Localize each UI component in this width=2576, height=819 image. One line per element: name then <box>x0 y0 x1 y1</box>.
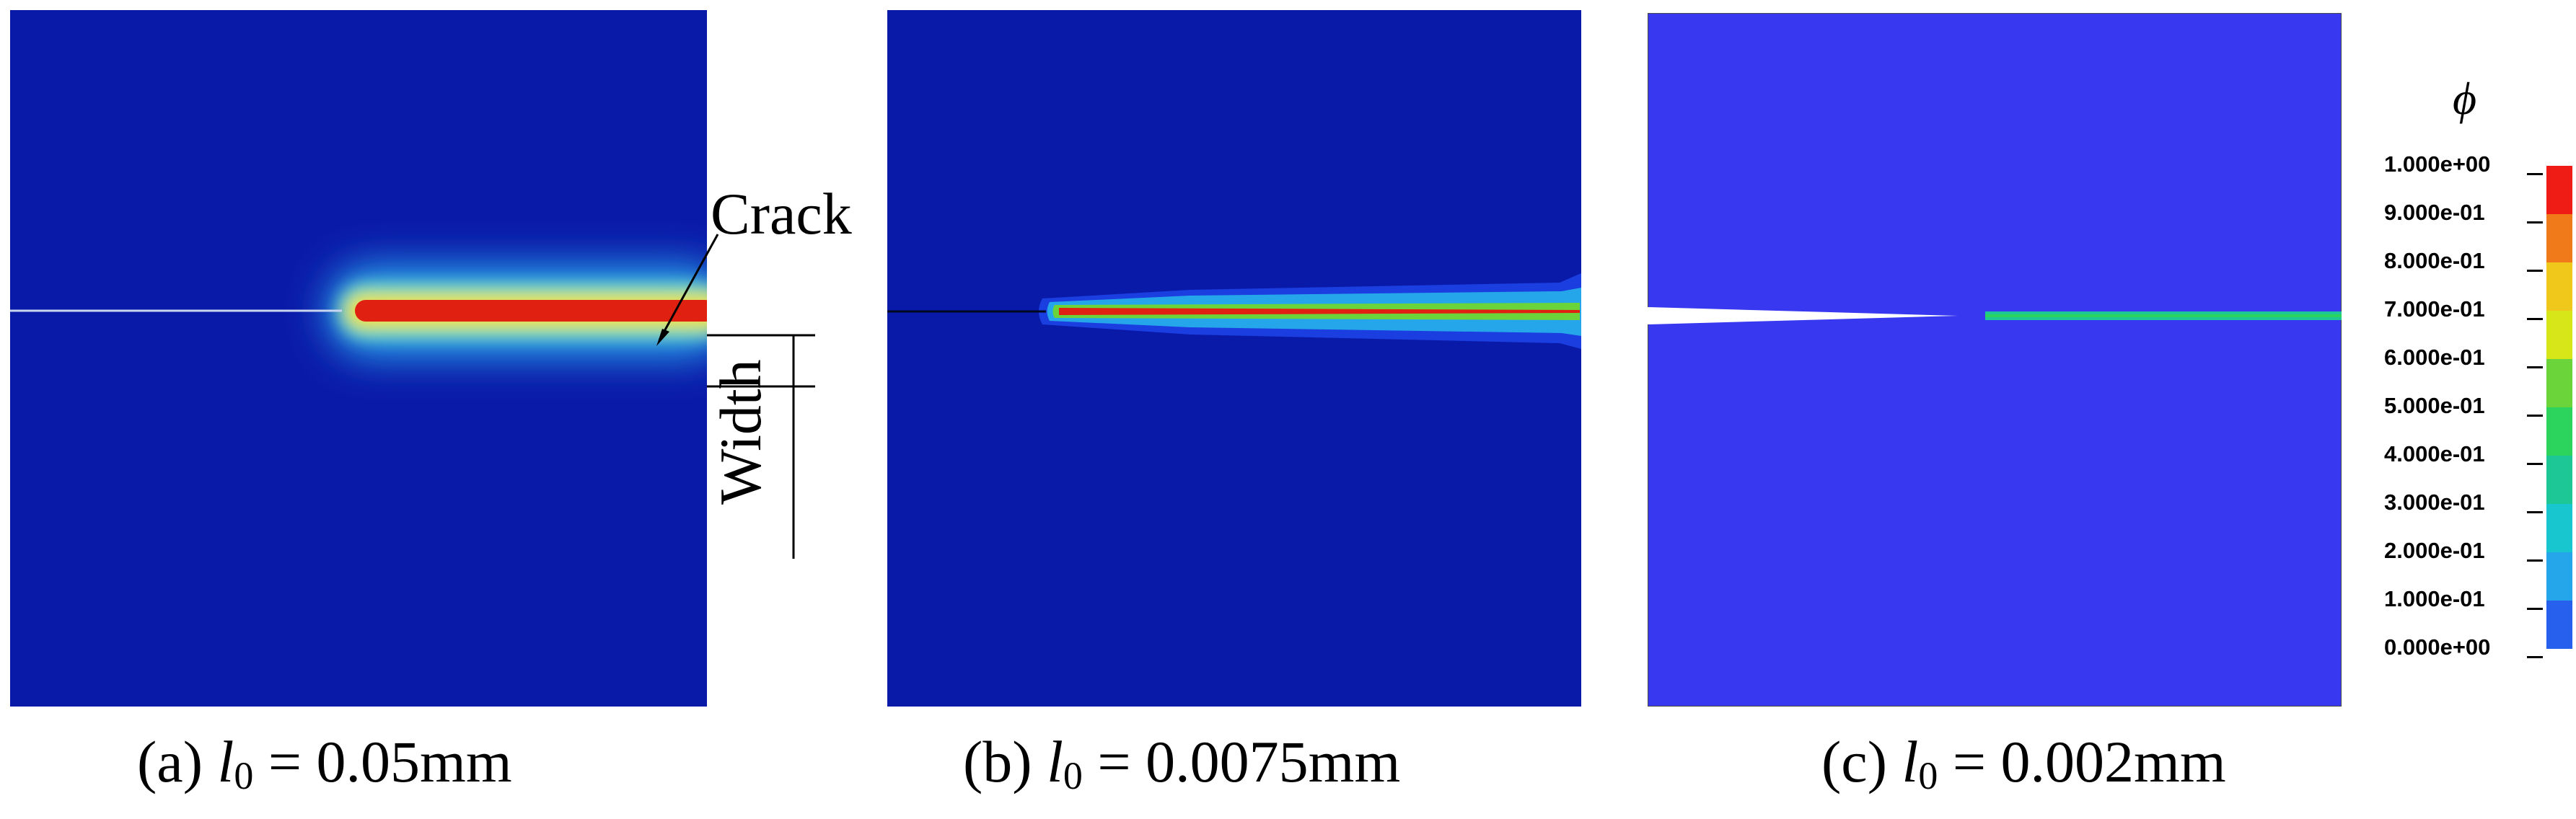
legend-color-segment <box>2546 601 2572 649</box>
legend-tick-mark <box>2527 511 2543 513</box>
phase-field-plot-a <box>10 10 707 707</box>
legend-color-segment <box>2546 359 2572 407</box>
legend-tick-label: 1.000e+00 <box>2384 151 2491 177</box>
legend-color-segment <box>2546 456 2572 504</box>
legend-tick-mark <box>2527 270 2543 272</box>
caption-a: (a) l0 = 0.05mm <box>137 729 512 797</box>
legend-tick-mark <box>2527 415 2543 417</box>
legend-tick-mark <box>2527 463 2543 465</box>
legend-tick-label: 3.000e-01 <box>2384 490 2485 515</box>
phase-field-plot-c <box>1648 13 2342 707</box>
contour-plot-c <box>1648 13 2342 707</box>
legend-title: ϕ <box>2453 73 2477 124</box>
legend-tick-label: 5.000e-01 <box>2384 393 2485 418</box>
legend-tick-label: 6.000e-01 <box>2384 345 2485 370</box>
caption-b: (b) l0 = 0.0075mm <box>963 729 1401 797</box>
legend-tick-label: 7.000e-01 <box>2384 296 2485 322</box>
legend-tick-mark <box>2527 221 2543 223</box>
legend-color-segment <box>2546 214 2572 262</box>
legend-tick-label: 1.000e-01 <box>2384 586 2485 611</box>
phase-field-plot-b <box>887 10 1581 707</box>
width-dimension-lines <box>656 234 815 559</box>
legend-color-segment <box>2546 311 2572 359</box>
caption-c: (c) l0 = 0.002mm <box>1821 729 2226 797</box>
legend-tick-mark <box>2527 608 2543 610</box>
legend-color-segment <box>2546 166 2572 214</box>
legend-tick-mark <box>2527 318 2543 320</box>
legend-color-segment <box>2546 504 2572 552</box>
legend-tick-label: 8.000e-01 <box>2384 248 2485 273</box>
width-annotation: Width <box>708 359 773 505</box>
contour-plot-b <box>887 10 1581 707</box>
legend-tick-label: 4.000e-01 <box>2384 441 2485 466</box>
legend-tick-mark <box>2527 366 2543 368</box>
legend-color-segment <box>2546 262 2572 311</box>
legend-tick-label: 9.000e-01 <box>2384 200 2485 225</box>
legend-tick-label: 2.000e-01 <box>2384 538 2485 563</box>
contour-plot-a <box>10 10 707 707</box>
legend-color-segment <box>2546 407 2572 456</box>
legend-tick-mark <box>2527 559 2543 562</box>
legend-tick-label: 0.000e+00 <box>2384 634 2491 660</box>
crack-annotation: Crack <box>711 181 852 247</box>
legend-color-segment <box>2546 552 2572 601</box>
legend-tick-mark <box>2527 656 2543 658</box>
legend-tick-mark <box>2527 173 2543 175</box>
